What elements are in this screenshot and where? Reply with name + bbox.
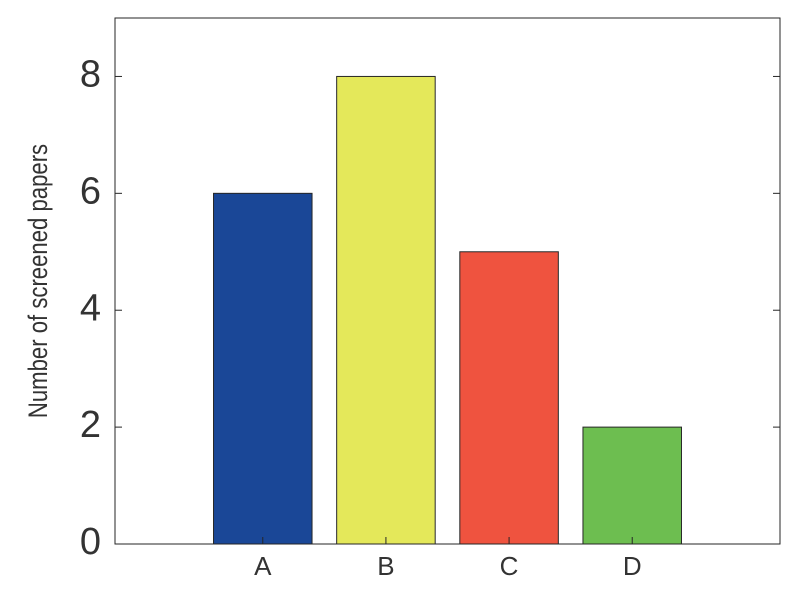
x-tick-label: D <box>623 551 642 581</box>
x-tick-label: A <box>254 551 272 581</box>
y-tick-label: 4 <box>80 287 101 329</box>
bar <box>336 75 436 545</box>
x-tick-label: B <box>377 551 394 581</box>
x-tick-label: C <box>500 551 519 581</box>
y-tick-label: 0 <box>80 521 101 563</box>
bar <box>582 426 682 545</box>
y-tick-label: 6 <box>80 170 101 212</box>
y-tick-label: 8 <box>80 53 101 95</box>
bar <box>213 192 313 545</box>
bar <box>459 251 559 545</box>
y-axis-label: Number of screened papers <box>24 144 54 418</box>
y-tick-label: 2 <box>80 404 101 446</box>
